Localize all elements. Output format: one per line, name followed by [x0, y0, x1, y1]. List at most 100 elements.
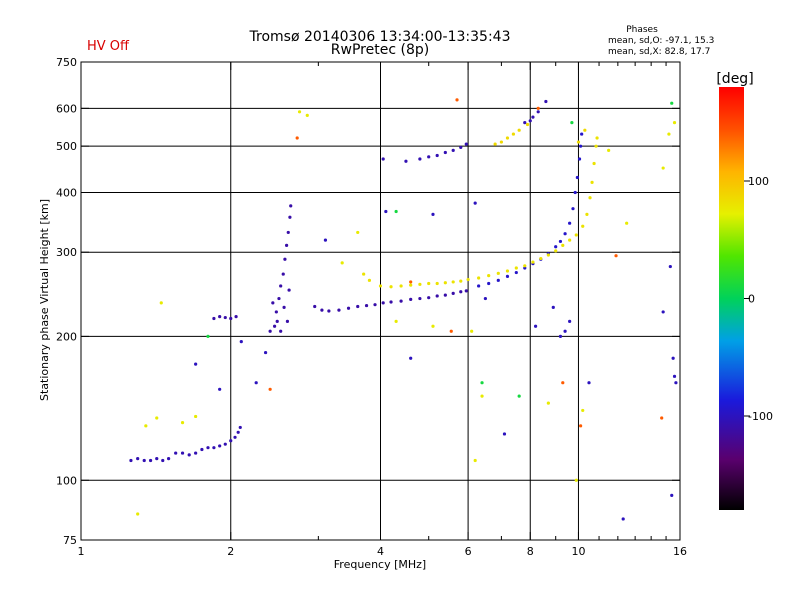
- data-point: [464, 289, 468, 293]
- data-point: [384, 209, 388, 214]
- data-point: [499, 140, 504, 144]
- x-tick-label: 6: [465, 545, 472, 558]
- data-point: [590, 180, 594, 184]
- data-point: [340, 261, 344, 265]
- data-point: [144, 424, 148, 428]
- data-point: [517, 128, 521, 132]
- phases-title: Phases: [626, 25, 658, 35]
- data-point: [477, 276, 481, 280]
- colorbar-label: [deg]: [716, 71, 753, 87]
- data-point: [313, 304, 317, 309]
- colorbar-tick-label: 0: [748, 293, 755, 306]
- y-axis: 75 100 200 300 400 500 600 750: [56, 56, 680, 547]
- data-point: [279, 284, 283, 288]
- data-point: [575, 175, 579, 180]
- data-point: [459, 145, 463, 150]
- data-point: [459, 279, 463, 283]
- data-point: [523, 264, 527, 268]
- data-point: [528, 119, 532, 123]
- x-tick-label: 8: [527, 545, 534, 558]
- data-point: [136, 512, 140, 516]
- data-point: [459, 290, 463, 294]
- hv-status-label: HV Off: [87, 39, 130, 54]
- data-point: [496, 271, 500, 275]
- x-tick-label: 4: [377, 545, 384, 558]
- data-point: [129, 458, 133, 463]
- data-point: [451, 280, 455, 284]
- data-point: [389, 300, 393, 304]
- data-point: [435, 294, 439, 298]
- data-point: [362, 272, 366, 276]
- data-point: [660, 416, 664, 420]
- data-point: [409, 356, 413, 360]
- data-point: [443, 281, 447, 285]
- x-tick-label: 10: [571, 545, 585, 558]
- data-point: [254, 381, 258, 385]
- data-point: [268, 329, 272, 333]
- data-point: [418, 282, 422, 286]
- data-points: [129, 98, 678, 521]
- data-point: [661, 310, 665, 314]
- data-point: [672, 121, 677, 125]
- data-point: [505, 136, 510, 140]
- data-point: [431, 212, 435, 216]
- data-point: [546, 401, 550, 405]
- series-f-multi-hop-x: [493, 122, 587, 146]
- data-point: [289, 204, 293, 208]
- data-point: [356, 304, 360, 309]
- data-point: [218, 315, 222, 319]
- y-tick-label: 400: [56, 186, 77, 199]
- data-point: [218, 444, 222, 448]
- data-point: [283, 257, 287, 261]
- data-point: [536, 106, 540, 110]
- data-point: [594, 144, 598, 148]
- data-point: [563, 232, 567, 236]
- data-point: [427, 281, 431, 286]
- data-point: [487, 274, 491, 278]
- data-point: [194, 451, 198, 455]
- x-tick-label: 1: [78, 545, 85, 558]
- data-point: [356, 230, 360, 235]
- data-point: [525, 122, 530, 127]
- data-point: [284, 243, 289, 248]
- series-f-trace-o: [313, 289, 468, 313]
- data-point: [239, 340, 243, 344]
- data-point: [561, 381, 565, 385]
- data-point: [286, 230, 290, 235]
- data-point: [466, 277, 470, 282]
- series-e-layer-trace-o: [129, 425, 242, 463]
- series-scattered-x: [136, 110, 677, 516]
- data-point: [449, 329, 453, 333]
- data-point: [381, 301, 385, 305]
- data-point: [418, 296, 422, 301]
- data-point: [672, 374, 677, 378]
- x-axis: 1 2 4 6 8 10 16: [78, 62, 687, 558]
- data-point: [523, 266, 527, 270]
- data-point: [674, 381, 678, 385]
- data-point: [536, 110, 540, 114]
- data-point: [558, 334, 563, 338]
- data-point: [514, 270, 518, 275]
- data-point: [263, 350, 268, 355]
- data-point: [223, 315, 227, 320]
- series-scattered-cyan: [206, 101, 674, 398]
- data-point: [561, 243, 565, 248]
- data-point: [493, 142, 497, 146]
- data-point: [285, 319, 290, 323]
- data-point: [554, 245, 558, 249]
- data-point: [588, 196, 592, 200]
- data-point: [233, 435, 237, 439]
- colorbar-tick-label: -100: [748, 410, 773, 423]
- data-point: [136, 457, 140, 461]
- data-point: [435, 281, 439, 286]
- series-scattered-red-orange: [268, 98, 664, 428]
- data-point: [161, 458, 165, 463]
- data-point: [297, 110, 302, 114]
- data-point: [573, 190, 577, 195]
- data-point: [544, 99, 548, 104]
- data-point: [607, 148, 611, 152]
- data-point: [381, 157, 385, 161]
- data-point: [409, 280, 413, 284]
- data-point: [274, 310, 278, 314]
- x-tick-label: 2: [227, 545, 234, 558]
